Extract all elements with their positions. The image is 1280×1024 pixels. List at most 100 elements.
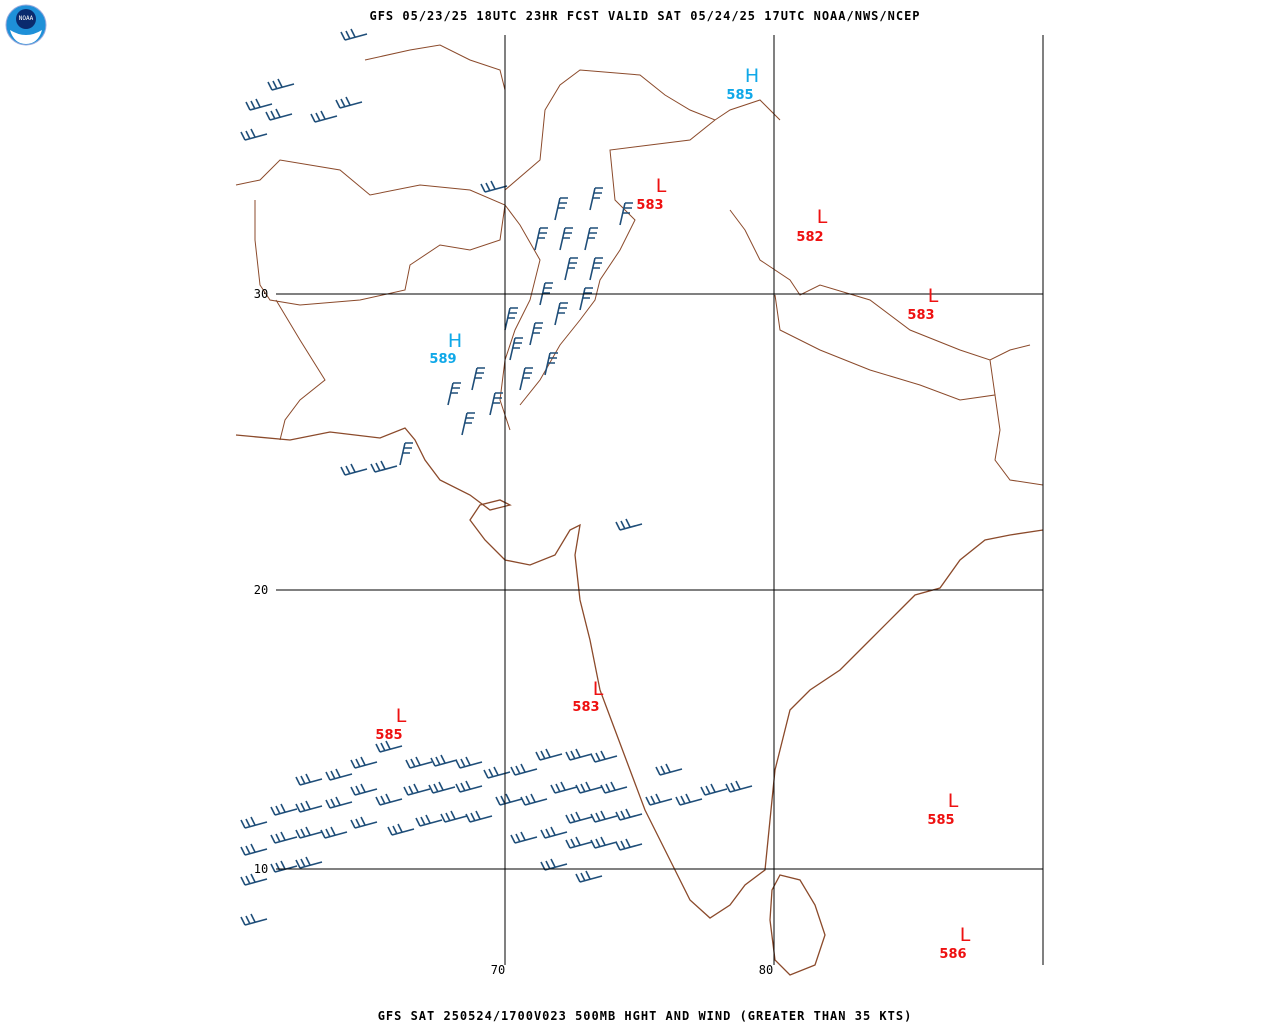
wind-barb <box>295 800 323 813</box>
center-kind: L <box>593 678 604 700</box>
coastline <box>235 427 1044 976</box>
wind-barb <box>270 803 298 816</box>
wind-barb <box>267 78 295 91</box>
wind-barb <box>575 870 603 883</box>
logo-text: NOAA <box>19 15 34 22</box>
wind-barb <box>509 337 523 361</box>
wind-barb <box>350 756 378 769</box>
wind-barb <box>559 227 573 251</box>
wind-barb <box>340 463 368 476</box>
wind-barb <box>590 810 618 823</box>
wind-barb <box>565 748 593 761</box>
wind-barb <box>295 826 323 839</box>
wind-barb <box>310 110 338 123</box>
logo-bird <box>16 9 36 29</box>
wind-barb <box>619 202 633 226</box>
center-value: 585 <box>726 88 753 103</box>
center-kind: L <box>960 924 971 946</box>
lon-label: 80 <box>759 963 773 977</box>
wind-barb <box>489 392 503 416</box>
wind-barb <box>510 763 538 776</box>
logo-wave <box>10 30 42 44</box>
wind-barb <box>240 843 268 856</box>
lon-label: 70 <box>491 963 505 977</box>
header: GFS 05/23/25 18UTC 23HR FCST VALID SAT 0… <box>369 9 920 23</box>
wind-barb <box>510 831 538 844</box>
wind-barb <box>590 836 618 849</box>
wind-barb <box>615 808 643 821</box>
wind-barb <box>295 856 323 869</box>
wind-barb <box>579 287 593 311</box>
wind-barb <box>465 810 493 823</box>
wind-barb <box>350 816 378 829</box>
wind-barb <box>415 814 443 827</box>
wind-barb <box>403 783 431 796</box>
wind-barb <box>375 740 403 753</box>
wind-barb <box>645 793 673 806</box>
wind-barb <box>600 781 628 794</box>
wind-barb <box>540 858 568 871</box>
center-kind: L <box>396 705 407 727</box>
wind-barb <box>325 796 353 809</box>
wind-barb <box>370 460 398 473</box>
wind-barb <box>529 322 543 346</box>
wind-barb <box>554 197 568 221</box>
wind-barb <box>245 98 273 111</box>
lat-label: 30 <box>254 287 268 301</box>
wind-barb <box>240 128 268 141</box>
wind-barb <box>471 367 485 391</box>
wind-barb <box>535 748 563 761</box>
wind-barb <box>270 860 298 873</box>
wind-barb <box>565 836 593 849</box>
wind-barb <box>504 307 518 331</box>
center-value: 583 <box>572 700 599 715</box>
wind-barb <box>564 257 578 281</box>
center-kind: H <box>448 330 462 352</box>
wind-barb <box>340 28 368 41</box>
wind-barb <box>399 442 413 466</box>
wind-barb <box>584 227 598 251</box>
wind-barb <box>480 180 508 193</box>
wind-barb <box>447 382 461 406</box>
footer: GFS SAT 250524/1700V023 500MB HGHT AND W… <box>378 1009 913 1023</box>
wind-barb <box>590 750 618 763</box>
lat-lon-grid: 30 20 10 70 80 <box>254 35 1044 977</box>
wind-barb <box>550 781 578 794</box>
wind-barb <box>575 781 603 794</box>
center-kind: L <box>817 206 828 228</box>
lat-label: 20 <box>254 583 268 597</box>
wind-barb <box>270 831 298 844</box>
lat-label: 10 <box>254 862 268 876</box>
center-kind: L <box>656 175 667 197</box>
wind-barb <box>320 826 348 839</box>
wind-barb <box>675 793 703 806</box>
wind-barb <box>495 793 523 806</box>
wind-barb <box>519 367 533 391</box>
wind-barb <box>700 783 728 796</box>
center-value: 585 <box>375 728 402 743</box>
wind-barb <box>534 227 548 251</box>
wind-barb <box>589 257 603 281</box>
wind-barb <box>520 793 548 806</box>
center-value: 582 <box>796 230 823 245</box>
wind-barb <box>387 823 415 836</box>
wind-barb <box>325 768 353 781</box>
noaa-logo: NOAA <box>5 4 47 46</box>
wind-barb <box>544 352 558 376</box>
wind-barb <box>565 811 593 824</box>
wind-barb <box>725 780 753 793</box>
center-kind: L <box>948 790 959 812</box>
wind-barb <box>240 816 268 829</box>
wind-barb <box>554 302 568 326</box>
center-kind: H <box>745 65 759 87</box>
wind-barb <box>335 96 363 109</box>
wind-barb <box>440 810 468 823</box>
wind-barb <box>615 838 643 851</box>
wind-barb <box>615 518 643 531</box>
wind-barb <box>428 781 456 794</box>
center-value: 586 <box>939 947 966 962</box>
center-value: 585 <box>927 813 954 828</box>
wind-barb <box>240 873 268 886</box>
